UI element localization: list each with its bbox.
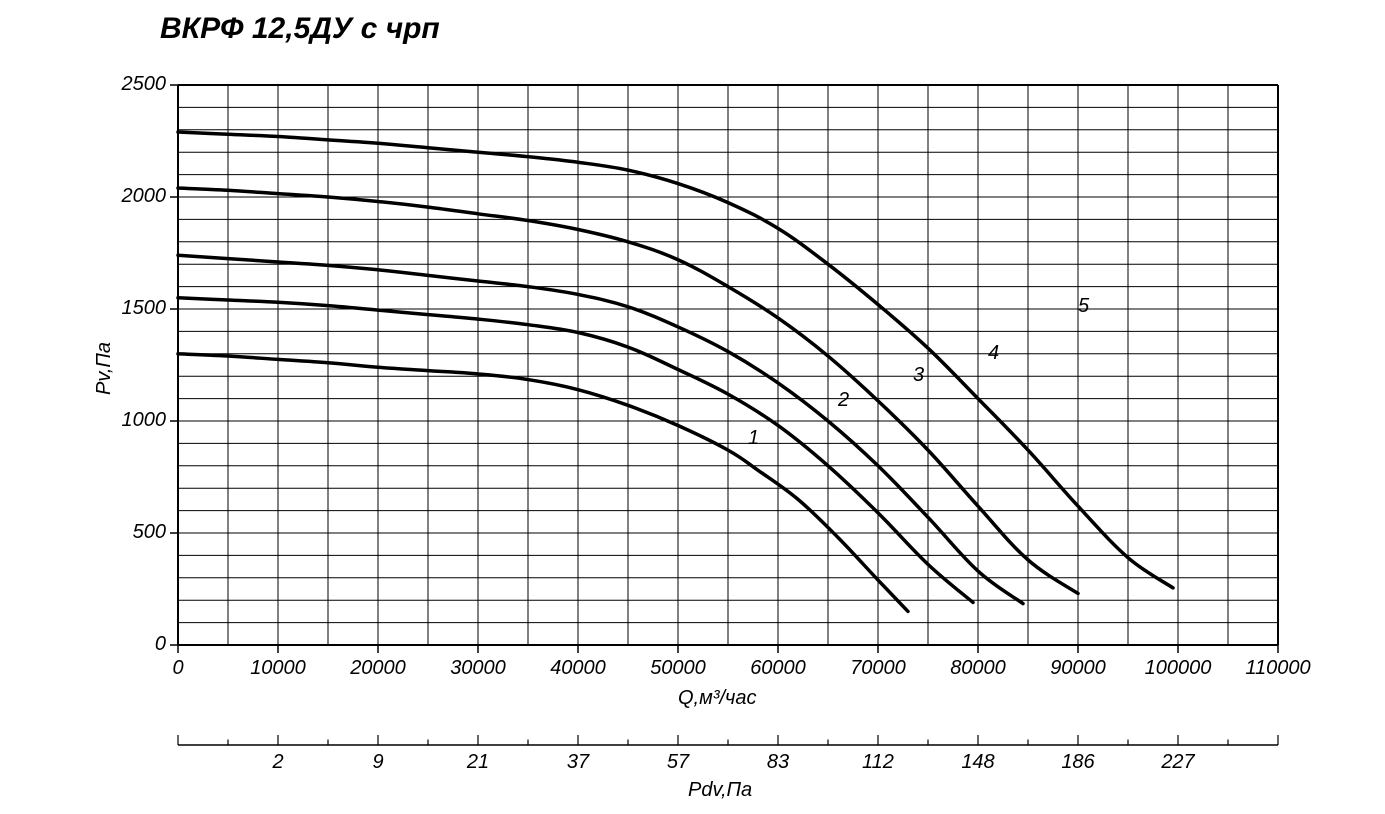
series-label: 5 bbox=[1078, 295, 1089, 318]
y-tick: 2000 bbox=[122, 185, 167, 208]
series-label: 2 bbox=[838, 389, 849, 412]
secondary-tick: 227 bbox=[1143, 751, 1213, 774]
series-label: 4 bbox=[988, 342, 999, 365]
y-tick: 2500 bbox=[122, 73, 167, 96]
x-tick: 40000 bbox=[538, 657, 618, 680]
secondary-tick: 37 bbox=[543, 751, 613, 774]
x-tick: 20000 bbox=[338, 657, 418, 680]
series-label: 3 bbox=[913, 364, 924, 387]
x-tick: 30000 bbox=[438, 657, 518, 680]
x-tick: 60000 bbox=[738, 657, 818, 680]
x-tick: 100000 bbox=[1138, 657, 1218, 680]
x-tick: 10000 bbox=[238, 657, 318, 680]
secondary-tick: 112 bbox=[843, 751, 913, 774]
x-tick: 50000 bbox=[638, 657, 718, 680]
x-tick: 0 bbox=[138, 657, 218, 680]
y-tick: 500 bbox=[133, 521, 166, 544]
secondary-tick: 21 bbox=[443, 751, 513, 774]
secondary-tick: 9 bbox=[343, 751, 413, 774]
y-tick: 0 bbox=[155, 633, 166, 656]
x-tick: 110000 bbox=[1238, 657, 1318, 680]
secondary-tick: 186 bbox=[1043, 751, 1113, 774]
chart-canvas bbox=[0, 0, 1385, 814]
secondary-tick: 148 bbox=[943, 751, 1013, 774]
series-label: 1 bbox=[748, 427, 759, 450]
x-tick: 70000 bbox=[838, 657, 918, 680]
x-tick: 90000 bbox=[1038, 657, 1118, 680]
y-tick: 1000 bbox=[122, 409, 167, 432]
secondary-tick: 57 bbox=[643, 751, 713, 774]
x-tick: 80000 bbox=[938, 657, 1018, 680]
y-tick: 1500 bbox=[122, 297, 167, 320]
secondary-tick: 83 bbox=[743, 751, 813, 774]
secondary-tick: 2 bbox=[243, 751, 313, 774]
